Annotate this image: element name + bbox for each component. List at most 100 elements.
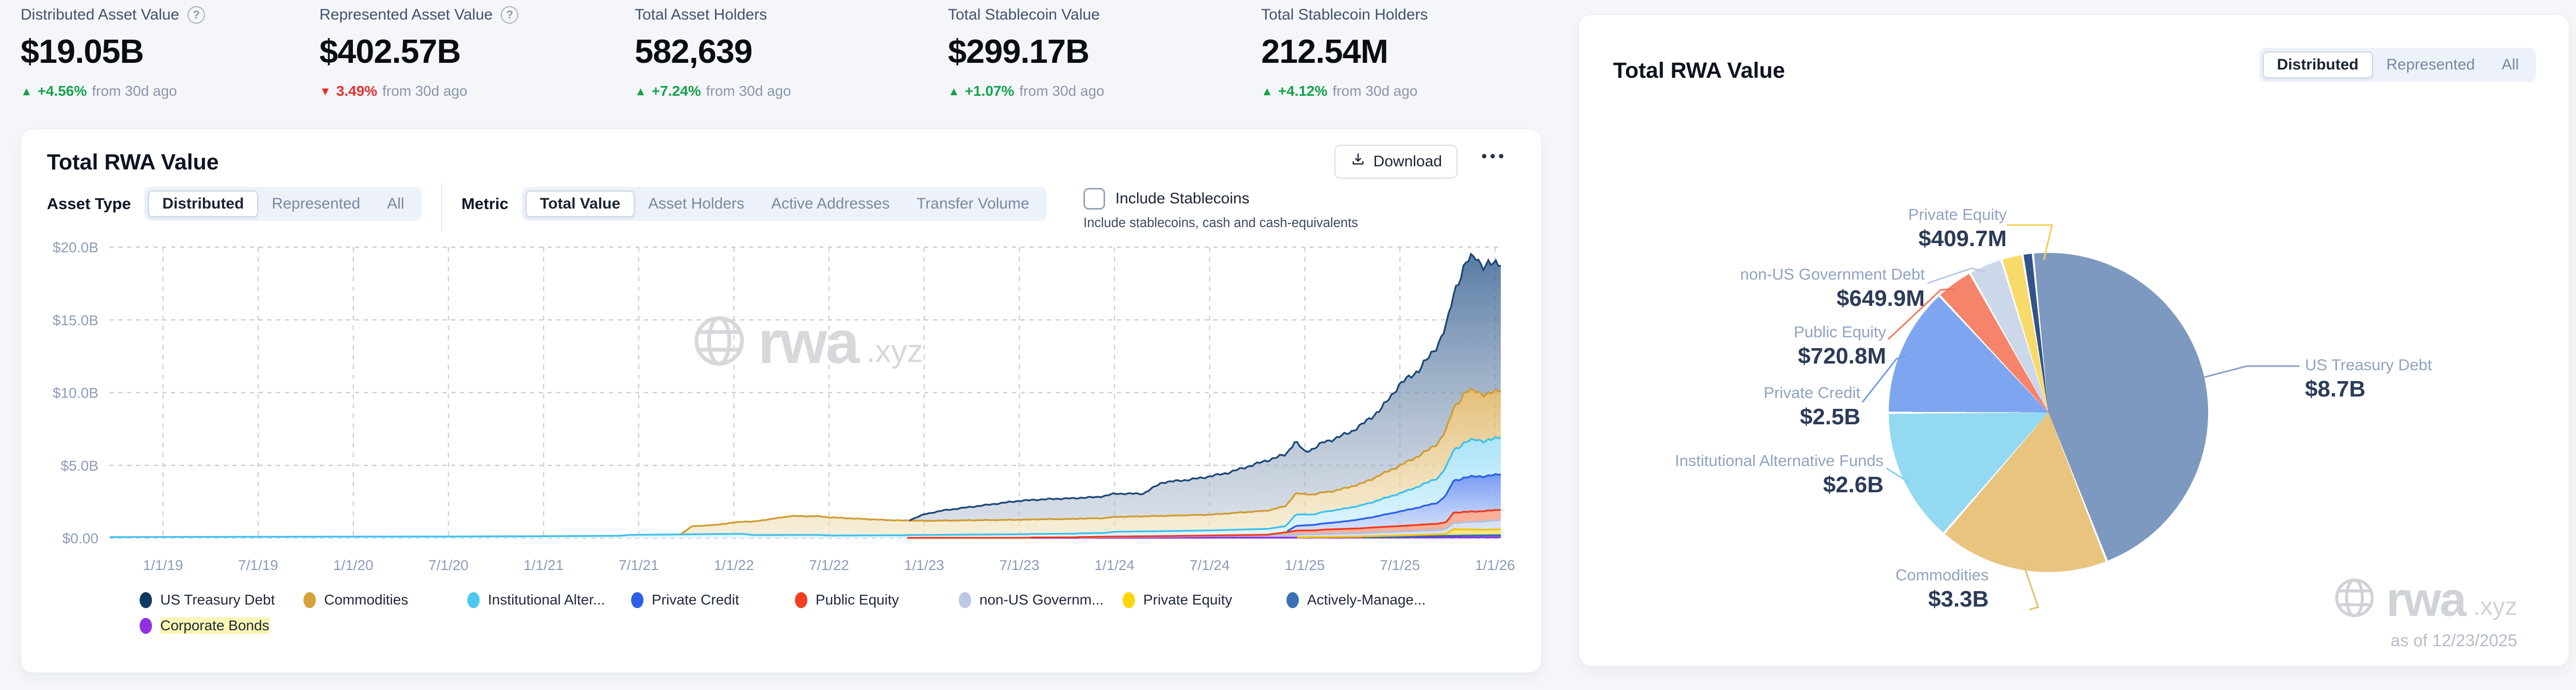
pie-chart[interactable] — [1889, 253, 2208, 572]
pie-slice-name: Institutional Alternative Funds — [1675, 452, 1884, 470]
pie-slice-value: $2.6B — [1823, 472, 1884, 497]
metric-option-active-addresses[interactable]: Active Addresses — [771, 195, 890, 212]
as-of-date: as of 12/23/2025 — [2391, 631, 2517, 650]
stat-label: Represented Asset Value — [319, 6, 493, 23]
pie-slice-value: $3.3B — [1928, 586, 1989, 612]
pie-leader-lines — [1861, 224, 2299, 611]
total-rwa-value-pie-card: Total RWA Value Distributed Represented … — [1579, 14, 2569, 666]
svg-text:7/1/19: 7/1/19 — [238, 557, 278, 573]
delta-value: 3.49% — [336, 83, 378, 99]
total-rwa-value-chart-card: Total RWA Value Download ••• Asset Type … — [21, 129, 1541, 673]
svg-text:1/1/26: 1/1/26 — [1475, 557, 1515, 573]
svg-text:7/1/23: 7/1/23 — [999, 557, 1040, 573]
help-icon[interactable]: ? — [501, 6, 519, 24]
delta-value: +4.12% — [1278, 83, 1328, 99]
watermark-tld: .xyz — [2473, 593, 2517, 620]
pie-label-public-equity: Public Equity $720.8M — [1629, 322, 1886, 369]
pie-label-private-equity: Private Equity $409.7M — [1749, 204, 2007, 252]
stacked-area-chart[interactable]: $0.00 $5.0B $10.0B $15.0B $20.0B 1/1/19 7/1/19… — [32, 239, 1521, 600]
delta-value: +1.07% — [964, 83, 1014, 99]
delta-value: +7.24% — [651, 83, 701, 99]
legend-label: non-US Governm... — [979, 592, 1104, 608]
pie-label-private-credit: Private Credit $2.5B — [1603, 383, 1860, 430]
pie-slice-name: Private Equity — [1908, 205, 2007, 223]
svg-text:7/1/20: 7/1/20 — [429, 557, 469, 573]
include-stablecoins-caption: Include stablecoins, cash and cash-equiv… — [1083, 216, 1358, 230]
legend-swatch — [467, 592, 480, 608]
more-menu-icon[interactable]: ••• — [1481, 148, 1507, 165]
asset-type-option-represented[interactable]: Represented — [272, 195, 361, 212]
asset-type-option-distributed[interactable]: Distributed — [148, 191, 259, 217]
help-icon[interactable]: ? — [187, 6, 205, 24]
legend-item[interactable]: Public Equity — [795, 592, 959, 608]
legend-label: Institutional Alter... — [488, 592, 605, 608]
pie-option-distributed[interactable]: Distributed — [2262, 51, 2373, 78]
pie-asset-type-toggle: Distributed Represented All — [2259, 48, 2536, 82]
svg-text:$10.0B: $10.0B — [53, 385, 98, 401]
svg-text:1/1/25: 1/1/25 — [1285, 557, 1325, 573]
chart-controls: Asset Type Distributed Represented All M… — [47, 183, 1358, 232]
svg-text:1/1/23: 1/1/23 — [904, 557, 944, 573]
svg-text:7/1/25: 7/1/25 — [1380, 557, 1420, 573]
legend-label: Corporate Bonds — [160, 617, 269, 634]
legend-item[interactable]: Corporate Bonds — [140, 617, 303, 634]
delta-down-icon: ▼ — [319, 84, 331, 98]
pie-slice-value: $409.7M — [1918, 226, 2007, 251]
pie-option-represented[interactable]: Represented — [2386, 56, 2475, 73]
delta-up-icon: ▲ — [1261, 84, 1273, 98]
svg-text:7/1/24: 7/1/24 — [1190, 557, 1230, 573]
svg-text:$20.0B: $20.0B — [53, 240, 98, 255]
legend-item[interactable]: non-US Governm... — [959, 592, 1123, 608]
page-title: Total RWA Value — [1613, 58, 1785, 83]
svg-text:7/1/22: 7/1/22 — [809, 557, 849, 573]
pie-label-institutional-alternative-funds: Institutional Alternative Funds $2.6B — [1626, 451, 1884, 498]
stat-represented-asset-value: Represented Asset Value? $402.57B ▼ 3.49%… — [319, 6, 519, 99]
rwa-watermark: rwa .xyz — [2331, 574, 2517, 624]
legend-item[interactable]: Actively-Manage... — [1286, 592, 1450, 608]
metric-option-total-value[interactable]: Total Value — [525, 191, 635, 217]
svg-text:7/1/21: 7/1/21 — [619, 557, 659, 573]
download-button[interactable]: Download — [1334, 145, 1458, 179]
chart-legend: US Treasury Debt Commodities Institution… — [140, 592, 1500, 643]
metric-toggle: Total Value Asset Holders Active Address… — [521, 187, 1046, 221]
stat-label: Distributed Asset Value — [21, 6, 179, 23]
globe-icon — [689, 310, 750, 374]
delta-since: from 30d ago — [382, 83, 468, 99]
watermark-brand: rwa — [758, 308, 859, 376]
stat-total-asset-holders: Total Asset Holders 582,639 ▲ +7.24% from … — [635, 6, 791, 99]
svg-text:$15.0B: $15.0B — [53, 312, 98, 328]
metric-option-asset-holders[interactable]: Asset Holders — [648, 195, 744, 212]
include-stablecoins-checkbox[interactable] — [1083, 188, 1105, 210]
asset-type-option-all[interactable]: All — [387, 195, 404, 212]
legend-swatch — [1286, 592, 1299, 608]
legend-item[interactable]: US Treasury Debt — [140, 592, 303, 608]
legend-item[interactable]: Commodities — [303, 592, 467, 608]
legend-swatch — [631, 592, 643, 608]
svg-text:$5.0B: $5.0B — [61, 458, 98, 474]
divider — [440, 183, 442, 232]
pie-option-all[interactable]: All — [2501, 56, 2519, 73]
pie-label-us-treasury-debt: US Treasury Debt $8.7B — [2305, 355, 2542, 402]
pie-label-non-us-government-debt: non-US Government Debt $649.9M — [1667, 264, 1925, 312]
legend-item[interactable]: Private Credit — [631, 592, 795, 608]
include-stablecoins-label: Include Stablecoins — [1115, 190, 1250, 207]
stat-value: 582,639 — [635, 32, 753, 70]
delta-since: from 30d ago — [706, 83, 791, 99]
stat-distributed-asset-value: Distributed Asset Value? $19.05B ▲ +4.56%… — [21, 6, 205, 99]
legend-swatch — [795, 592, 807, 608]
pie-label-commodities: Commodities $3.3B — [1741, 565, 1989, 612]
legend-label: Actively-Manage... — [1307, 592, 1426, 608]
metric-option-transfer-volume[interactable]: Transfer Volume — [916, 195, 1029, 212]
asset-type-toggle: Distributed Represented All — [144, 187, 421, 221]
legend-swatch — [1123, 592, 1135, 608]
legend-label: Private Equity — [1143, 592, 1232, 608]
svg-text:1/1/21: 1/1/21 — [523, 557, 564, 573]
legend-item[interactable]: Private Equity — [1123, 592, 1286, 608]
watermark-tld: .xyz — [866, 333, 923, 369]
watermark-brand: rwa — [2386, 572, 2467, 626]
delta-up-icon: ▲ — [21, 84, 32, 98]
pie-slice-name: Private Credit — [1764, 384, 1860, 402]
legend-swatch — [303, 592, 316, 608]
legend-item[interactable]: Institutional Alter... — [467, 592, 631, 608]
svg-text:$0.00: $0.00 — [62, 530, 98, 546]
